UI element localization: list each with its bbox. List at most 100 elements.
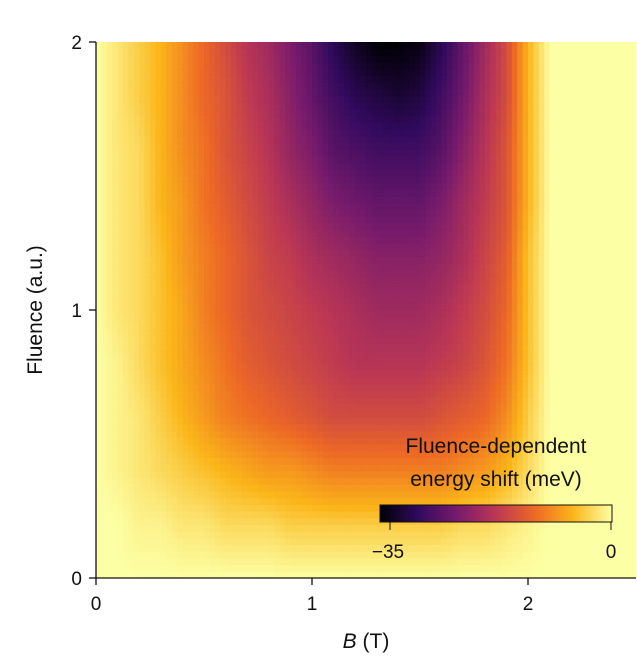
heatmap-cell: [247, 410, 254, 418]
heatmap-cell: [560, 336, 567, 345]
heatmap-cell: [317, 397, 324, 405]
heatmap-cell: [582, 350, 588, 358]
heatmap-cell: [171, 377, 178, 385]
heatmap-cell: [495, 383, 502, 391]
heatmap-cell: [160, 417, 167, 425]
heatmap-cell: [193, 336, 200, 345]
heatmap-cell: [193, 263, 200, 271]
heatmap-cell: [571, 571, 578, 579]
heatmap-cell: [474, 269, 480, 278]
heatmap-cell: [279, 283, 286, 291]
heatmap-cell: [123, 377, 129, 385]
heatmap-cell: [495, 497, 502, 505]
heatmap-cell: [171, 450, 178, 458]
heatmap-cell: [463, 444, 470, 452]
heatmap-cell: [420, 263, 426, 271]
heatmap-cell: [414, 303, 421, 311]
heatmap-cell: [355, 524, 362, 532]
heatmap-cell: [225, 330, 232, 338]
heatmap-cell: [517, 249, 524, 257]
heatmap-cell: [106, 410, 113, 418]
heatmap-cell: [333, 363, 340, 371]
heatmap-cell: [139, 470, 146, 479]
heatmap-cell: [133, 410, 140, 418]
heatmap-cell: [214, 437, 221, 445]
heatmap-cell: [144, 457, 151, 465]
heatmap-cell: [430, 263, 437, 271]
heatmap-cell: [96, 390, 102, 398]
heatmap-cell: [220, 330, 227, 338]
heatmap-cell: [117, 269, 124, 278]
heatmap-cell: [322, 356, 329, 365]
heatmap-cell: [279, 544, 286, 552]
heatmap-cell: [306, 410, 313, 418]
heatmap-cell: [484, 256, 491, 264]
heatmap-cell: [549, 551, 556, 559]
heatmap-cell: [393, 249, 399, 257]
heatmap-cell: [268, 330, 275, 338]
heatmap-cell: [285, 256, 291, 264]
heatmap-cell: [160, 330, 167, 338]
heatmap-cell: [193, 484, 200, 492]
heatmap-cell: [231, 464, 237, 472]
heatmap-cell: [468, 350, 475, 358]
heatmap-cell: [193, 390, 200, 398]
heatmap-cell: [576, 497, 583, 505]
heatmap-cell: [414, 276, 421, 284]
heatmap-cell: [355, 511, 362, 519]
heatmap-cell: [398, 343, 405, 351]
heatmap-cell: [376, 564, 383, 572]
heatmap-cell: [447, 403, 453, 412]
heatmap-cell: [598, 551, 605, 559]
heatmap-cell: [274, 263, 281, 271]
heatmap-cell: [209, 410, 216, 418]
heatmap-cell: [420, 497, 426, 505]
heatmap-cell: [630, 296, 637, 304]
heatmap-cell: [317, 437, 324, 445]
heatmap-cell: [576, 410, 583, 418]
heatmap-cell: [187, 477, 194, 485]
heatmap-cell: [344, 356, 351, 365]
heatmap-cell: [560, 464, 567, 472]
heatmap-cell: [495, 390, 502, 398]
heatmap-cell: [339, 316, 345, 324]
heatmap-cell: [144, 289, 151, 298]
heatmap-cell: [403, 256, 410, 264]
heatmap-cell: [560, 444, 567, 452]
heatmap-cell: [425, 383, 432, 391]
heatmap-cell: [220, 524, 227, 532]
heatmap-cell: [355, 437, 362, 445]
heatmap-cell: [528, 497, 534, 505]
heatmap-cell: [398, 470, 405, 479]
heatmap-cell: [387, 310, 394, 318]
heatmap-cell: [565, 269, 572, 278]
heatmap-cell: [349, 403, 356, 412]
heatmap-cell: [306, 464, 313, 472]
heatmap-cell: [274, 450, 281, 458]
heatmap-cell: [166, 336, 173, 345]
heatmap-cell: [506, 417, 513, 425]
heatmap-cell: [112, 557, 119, 566]
heatmap-cell: [306, 350, 313, 358]
heatmap-cell: [425, 363, 432, 371]
heatmap-cell: [468, 296, 475, 304]
heatmap-cell: [263, 497, 270, 505]
heatmap-cell: [360, 477, 367, 485]
heatmap-cell: [193, 323, 200, 331]
heatmap-cell: [344, 517, 351, 525]
heatmap-cell: [96, 363, 102, 371]
heatmap-cell: [447, 269, 453, 278]
heatmap-cell: [598, 243, 605, 251]
heatmap-cell: [630, 283, 637, 291]
heatmap-cell: [349, 571, 356, 579]
heatmap-cell: [430, 557, 437, 566]
heatmap-cell: [301, 336, 308, 345]
heatmap-cell: [290, 490, 297, 499]
heatmap-cell: [511, 330, 518, 338]
heatmap-cell: [241, 484, 248, 492]
heatmap-cell: [614, 243, 621, 251]
heatmap-cell: [366, 564, 372, 572]
heatmap-cell: [468, 377, 475, 385]
heatmap-cell: [522, 249, 529, 257]
heatmap-cell: [403, 316, 410, 324]
